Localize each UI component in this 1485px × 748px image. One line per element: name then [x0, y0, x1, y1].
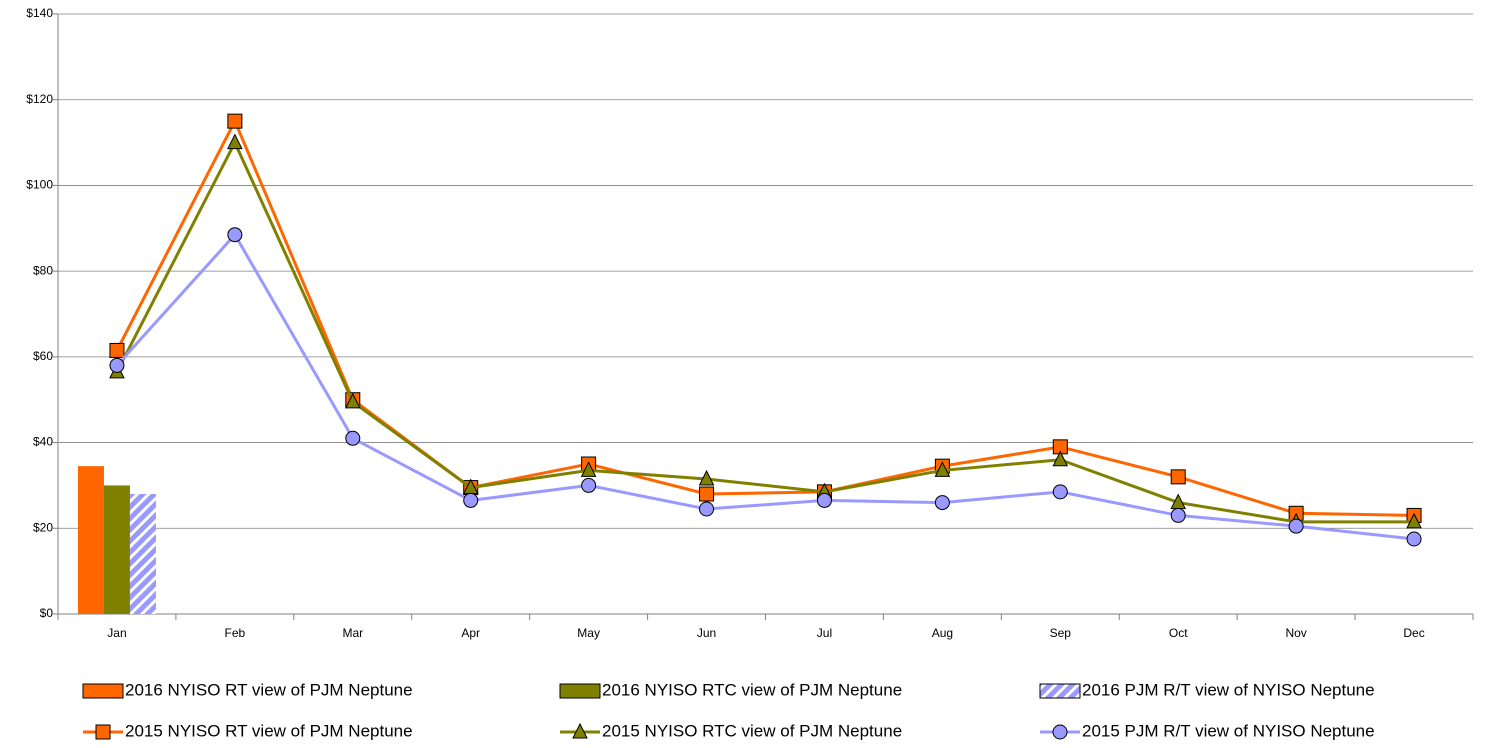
marker — [109, 342, 125, 358]
marker — [934, 495, 950, 511]
marker — [345, 430, 361, 446]
y-tick-label: $80 — [33, 263, 53, 277]
marker — [227, 113, 243, 129]
bar — [77, 466, 104, 614]
x-tick-label: Dec — [1403, 626, 1424, 640]
y-tick-label: $20 — [33, 520, 53, 534]
marker — [934, 461, 951, 477]
x-tick-label: Nov — [1285, 626, 1306, 640]
x-tick-label: Jan — [107, 626, 126, 640]
marker — [699, 501, 715, 517]
marker — [699, 486, 715, 502]
y-tick-label: $60 — [33, 349, 53, 363]
x-tick-label: Jul — [817, 626, 832, 640]
legend-swatch — [82, 683, 124, 699]
legend-label: 2016 NYISO RTC view of PJM Neptune — [602, 680, 902, 699]
y-tick-label: $0 — [40, 606, 54, 620]
x-tick-label: Feb — [225, 626, 246, 640]
legend-label: 2015 PJM R/T view of NYISO Neptune — [1082, 721, 1375, 740]
marker — [109, 357, 125, 373]
marker — [1052, 484, 1068, 500]
legend-label: 2016 NYISO RT view of PJM Neptune — [125, 680, 413, 699]
marker — [1406, 512, 1422, 529]
marker — [463, 492, 479, 508]
y-tick-label: $40 — [33, 435, 53, 449]
line — [115, 117, 1415, 517]
legend-swatch — [559, 683, 601, 699]
marker — [95, 724, 111, 740]
marker — [1052, 450, 1069, 467]
marker — [1406, 531, 1422, 547]
x-tick-label: Oct — [1169, 626, 1188, 640]
legend-label: 2016 PJM R/T view of NYISO Neptune — [1082, 680, 1375, 699]
y-tick-label: $140 — [26, 6, 53, 20]
x-tick-label: Jun — [697, 626, 716, 640]
marker — [581, 477, 597, 493]
marker — [227, 133, 243, 150]
x-tick-label: Aug — [932, 626, 953, 640]
marker — [1288, 518, 1304, 534]
legend-swatch — [1039, 683, 1081, 699]
x-tick-label: May — [577, 626, 600, 640]
marker — [1052, 724, 1068, 740]
x-tick-label: Mar — [342, 626, 363, 640]
marker — [816, 492, 832, 508]
marker — [698, 469, 715, 486]
line — [115, 139, 1415, 524]
bar — [103, 485, 130, 614]
legend-label: 2015 NYISO RTC view of PJM Neptune — [602, 721, 902, 740]
line — [115, 232, 1415, 541]
marker — [580, 461, 597, 477]
marker — [572, 722, 588, 739]
y-tick-label: $100 — [26, 178, 53, 192]
x-tick-label: Apr — [461, 626, 480, 640]
x-tick-label: Sep — [1050, 626, 1072, 640]
bar — [129, 494, 156, 614]
marker — [344, 392, 361, 409]
marker — [227, 227, 243, 243]
marker — [1170, 507, 1186, 523]
legend-label: 2015 NYISO RT view of PJM Neptune — [125, 721, 413, 740]
y-tick-label: $120 — [26, 92, 53, 106]
marker — [1170, 469, 1186, 485]
